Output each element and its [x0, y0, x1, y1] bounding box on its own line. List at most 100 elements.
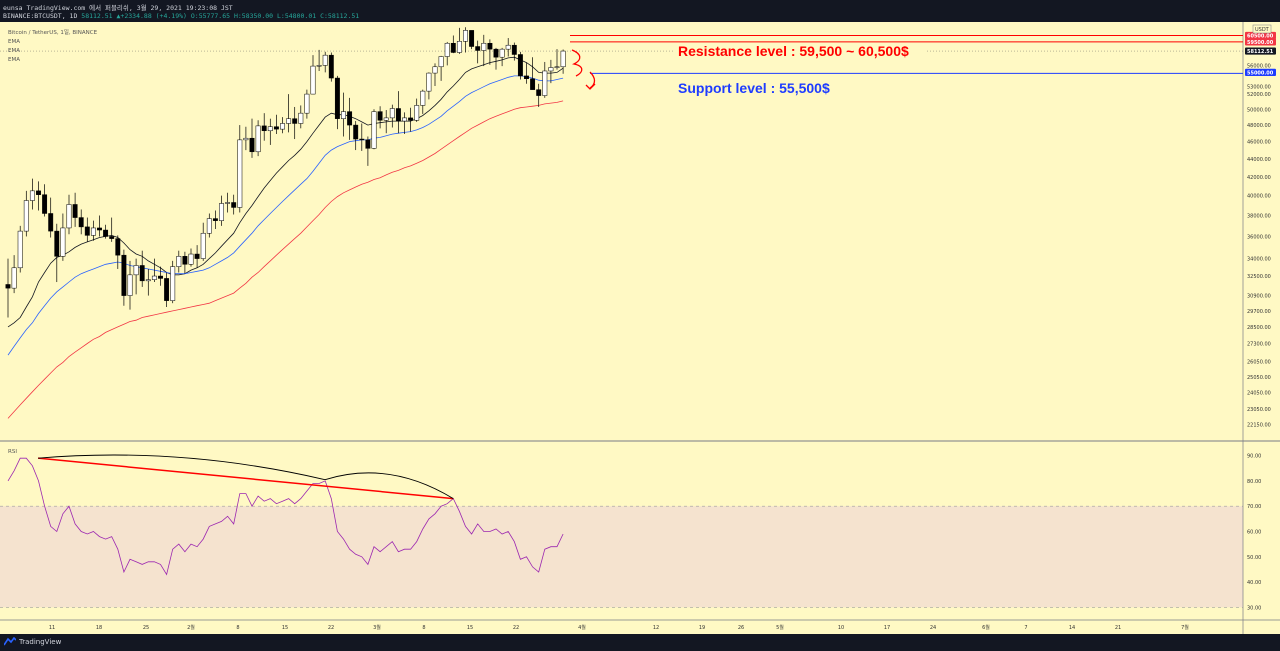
candle-body — [109, 236, 115, 239]
label-knockout — [674, 44, 926, 60]
chart-header: eunsa TradingView.com 에서 퍼블리쉬, 3월 29, 20… — [0, 0, 1280, 22]
candle-body — [438, 56, 444, 68]
candle-body — [200, 232, 206, 259]
candle-body — [66, 204, 72, 229]
candle-body — [90, 227, 96, 236]
ema-line-2 — [7, 75, 564, 356]
candle-body — [261, 125, 267, 132]
candle-body — [78, 217, 84, 228]
candle-body — [493, 48, 499, 58]
tradingview-logo-icon — [4, 637, 16, 646]
candle-body — [292, 118, 298, 124]
candle-body — [377, 111, 383, 121]
candle-body — [249, 137, 255, 153]
candle-body — [365, 139, 371, 149]
time-tick-label: 6월 — [982, 624, 990, 631]
candle-body — [347, 111, 353, 126]
support-label: Support level : 55,500$ — [678, 80, 830, 96]
legend-entry: EMA — [8, 48, 20, 54]
candle-body — [524, 75, 529, 80]
price-tag-bg — [1245, 31, 1276, 40]
rsi-tick-label: 70.00 — [1247, 504, 1261, 510]
candle-body — [322, 54, 328, 66]
price-tick-label: 36000.00 — [1247, 234, 1271, 240]
brand[interactable]: TradingView — [4, 637, 61, 646]
last-price: 58112.51 — [81, 12, 113, 20]
price-tag-label: 58112.51 — [1247, 49, 1274, 55]
candle-body — [487, 42, 493, 50]
candle-body — [127, 274, 133, 296]
candle-body — [103, 229, 109, 237]
candle-body — [432, 66, 438, 74]
time-tick-label: 4월 — [578, 624, 586, 631]
price-tick-label: 23050.00 — [1247, 407, 1271, 413]
candle-body — [29, 190, 35, 201]
candle-body — [23, 200, 29, 232]
candle-body — [328, 54, 334, 79]
candle-body — [481, 42, 487, 51]
price-tick-label: 56000.00 — [1247, 63, 1271, 69]
candle-body — [243, 137, 249, 141]
price-tick-label: 52000.00 — [1247, 92, 1271, 98]
time-tick-label: 5월 — [776, 624, 784, 631]
candle-body — [505, 44, 511, 50]
ohlc-low: L:54800.01 — [277, 12, 317, 20]
chart-footer: TradingView — [0, 634, 1280, 651]
time-tick-label: 2월 — [187, 624, 195, 631]
legend-entry: EMA — [8, 39, 20, 45]
candle-body — [237, 139, 243, 208]
candle-body — [212, 218, 218, 221]
time-tick-label: 11 — [49, 625, 55, 631]
time-tick-label: 8 — [422, 625, 425, 631]
candle-body — [145, 279, 151, 282]
time-tick-label: 19 — [699, 625, 705, 631]
price-tick-label: 46000.00 — [1247, 140, 1271, 146]
candle-body — [182, 256, 188, 265]
candle-body — [450, 42, 456, 53]
time-tick-label: 17 — [884, 625, 890, 631]
price-tick-label: 44000.00 — [1247, 157, 1271, 163]
price-change: ▲+2334.88 (+4.19%) — [116, 12, 187, 20]
time-tick-label: 12 — [653, 625, 659, 631]
pullback-arrowhead — [585, 83, 596, 90]
candle-body — [298, 112, 304, 124]
publisher-line: eunsa TradingView.com 에서 퍼블리쉬, 3월 29, 20… — [3, 4, 233, 12]
price-tick-label: 26050.00 — [1247, 360, 1271, 366]
price-tick-label: 25050.00 — [1247, 375, 1271, 381]
candle-body — [84, 226, 90, 236]
time-tick-label: 10 — [838, 625, 844, 631]
candle-body — [267, 126, 273, 132]
candle-body — [414, 105, 420, 121]
price-tick-label: 38000.00 — [1247, 214, 1271, 220]
candle-body — [273, 126, 279, 130]
time-tick-label: 21 — [1115, 625, 1121, 631]
candle-body — [36, 190, 41, 195]
candle-body — [164, 278, 170, 301]
rsi-tick-label: 60.00 — [1247, 530, 1261, 536]
candle-body — [219, 203, 224, 221]
candle-body — [11, 267, 17, 289]
candle-body — [341, 111, 346, 119]
price-tick-label: 53000.00 — [1247, 85, 1271, 91]
chart-svg[interactable]: Bitcoin / TetherUS, 1일, BINANCE EMA EMA EMA… — [0, 22, 1280, 634]
candle-body — [517, 54, 523, 77]
candle-body — [72, 204, 78, 218]
brand-name: TradingView — [19, 637, 62, 646]
candle-body — [542, 70, 548, 96]
candle-body — [408, 117, 414, 121]
candle-body — [560, 50, 566, 68]
candle-body — [389, 108, 395, 119]
candle-body — [194, 253, 200, 259]
candle-body — [395, 108, 401, 122]
time-tick-label: 8 — [236, 625, 239, 631]
chart-area[interactable]: Bitcoin / TetherUS, 1일, BINANCE EMA EMA EMA… — [0, 22, 1280, 634]
candle-body — [17, 230, 23, 269]
rsi-arc-2 — [324, 472, 454, 500]
price-tick-label: 40000.00 — [1247, 194, 1271, 200]
rsi-band-layer — [0, 505, 1243, 608]
candle-body — [115, 238, 121, 256]
candle-body — [334, 77, 340, 119]
price-tag-label: 59500.00 — [1247, 40, 1274, 46]
candle-body — [54, 230, 60, 257]
